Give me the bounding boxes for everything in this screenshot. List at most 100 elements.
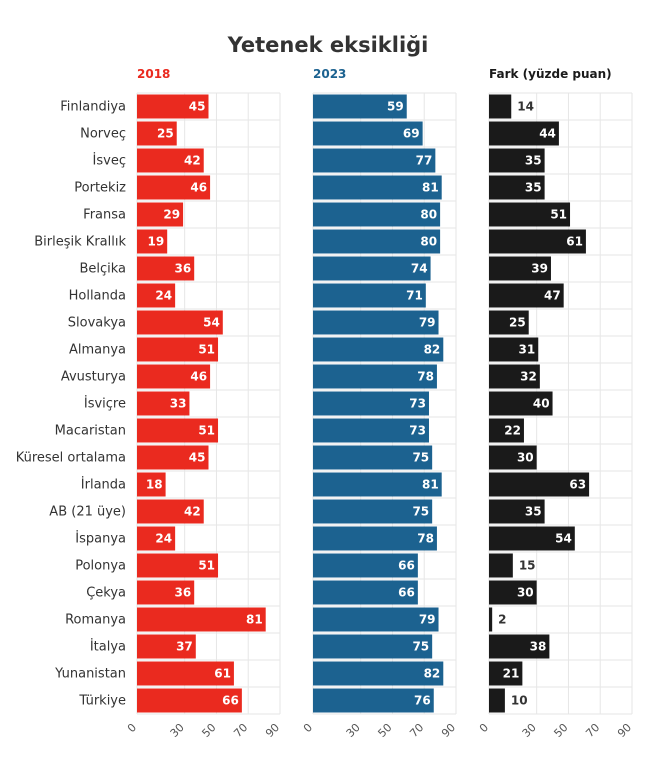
panel-3: Fark (yüzde puan) 0 30 50 70 90 14 44 35 35 51 61 39… bbox=[477, 67, 634, 740]
bar bbox=[313, 148, 436, 173]
bar bbox=[313, 418, 429, 443]
bar bbox=[489, 256, 551, 281]
category-label: Türkiye bbox=[78, 694, 126, 709]
bar bbox=[137, 202, 184, 227]
bar bbox=[137, 580, 195, 605]
bar bbox=[313, 391, 429, 416]
bar bbox=[489, 229, 586, 254]
data-label: 75 bbox=[412, 640, 429, 654]
category-label: Romanya bbox=[65, 613, 126, 628]
data-label: 29 bbox=[163, 208, 180, 222]
category-label: Norveç bbox=[80, 127, 126, 142]
data-label: 80 bbox=[420, 208, 437, 222]
x-tick-label: 30 bbox=[344, 721, 363, 740]
bar bbox=[137, 499, 204, 524]
data-label: 30 bbox=[517, 451, 534, 465]
data-label: 66 bbox=[222, 694, 239, 708]
bar bbox=[313, 229, 441, 254]
data-label: 61 bbox=[566, 235, 583, 249]
data-label: 47 bbox=[544, 289, 561, 303]
bar bbox=[137, 553, 219, 578]
category-label: Slovakya bbox=[68, 316, 126, 331]
bar bbox=[313, 472, 442, 497]
bar bbox=[489, 310, 529, 335]
bar bbox=[489, 580, 537, 605]
bar bbox=[313, 310, 439, 335]
bar bbox=[489, 391, 553, 416]
data-label: 30 bbox=[517, 586, 534, 600]
bar bbox=[489, 688, 505, 713]
chart-panels: Finlandiya Norveç İsveç Portekiz Fransa Birle… bbox=[16, 67, 634, 740]
data-label: 82 bbox=[424, 343, 441, 357]
bar bbox=[313, 445, 433, 470]
bar bbox=[489, 121, 559, 146]
data-label: 10 bbox=[511, 694, 528, 708]
bar bbox=[313, 364, 437, 389]
bar bbox=[489, 661, 523, 686]
bar bbox=[489, 526, 575, 551]
bar bbox=[313, 94, 407, 119]
x-tick-label: 50 bbox=[199, 721, 218, 740]
data-label: 59 bbox=[387, 100, 404, 114]
data-label: 54 bbox=[203, 316, 220, 330]
x-tick-label: 30 bbox=[520, 721, 539, 740]
data-label: 39 bbox=[531, 262, 548, 276]
category-label: İsveç bbox=[93, 153, 126, 169]
bar bbox=[137, 472, 166, 497]
category-label: Avusturya bbox=[61, 370, 126, 385]
data-label: 19 bbox=[147, 235, 164, 249]
bar bbox=[137, 661, 234, 686]
bar bbox=[137, 391, 190, 416]
data-label: 73 bbox=[409, 424, 426, 438]
bar bbox=[137, 634, 196, 659]
bar bbox=[313, 337, 444, 362]
bar bbox=[137, 94, 209, 119]
data-label: 51 bbox=[550, 208, 567, 222]
bar bbox=[137, 364, 211, 389]
data-label: 63 bbox=[569, 478, 586, 492]
data-label: 81 bbox=[246, 613, 263, 627]
data-label: 40 bbox=[533, 397, 550, 411]
bar bbox=[489, 148, 545, 173]
data-label: 2 bbox=[498, 613, 506, 627]
data-label: 71 bbox=[406, 289, 423, 303]
bar bbox=[313, 553, 418, 578]
x-tick-label: 50 bbox=[551, 721, 570, 740]
category-label: Finlandiya bbox=[60, 100, 126, 115]
category-label: Çekya bbox=[86, 586, 126, 601]
data-label: 25 bbox=[509, 316, 526, 330]
bar bbox=[489, 175, 545, 200]
data-label: 54 bbox=[555, 532, 572, 546]
bar bbox=[313, 634, 433, 659]
category-label: Portekiz bbox=[74, 181, 126, 196]
category-label: AB (21 üye) bbox=[49, 505, 126, 520]
data-label: 24 bbox=[155, 289, 172, 303]
category-label: Yunanistan bbox=[54, 667, 126, 682]
data-label: 24 bbox=[155, 532, 172, 546]
data-label: 42 bbox=[184, 505, 201, 519]
data-label: 15 bbox=[519, 559, 536, 573]
bar bbox=[489, 202, 571, 227]
bar bbox=[489, 472, 590, 497]
data-label: 35 bbox=[525, 505, 542, 519]
category-label: Polonya bbox=[75, 559, 126, 574]
x-tick-label: 70 bbox=[583, 721, 602, 740]
data-label: 37 bbox=[176, 640, 193, 654]
data-label: 66 bbox=[398, 586, 415, 600]
data-label: 32 bbox=[520, 370, 537, 384]
bar bbox=[489, 364, 540, 389]
data-label: 75 bbox=[412, 451, 429, 465]
bar bbox=[137, 337, 219, 362]
x-tick-label: 30 bbox=[168, 721, 187, 740]
x-tick-label: 0 bbox=[477, 721, 491, 735]
panel-title: Fark (yüzde puan) bbox=[489, 67, 612, 81]
data-label: 46 bbox=[190, 370, 207, 384]
data-label: 44 bbox=[539, 127, 556, 141]
data-label: 78 bbox=[417, 532, 434, 546]
data-label: 75 bbox=[412, 505, 429, 519]
data-label: 46 bbox=[190, 181, 207, 195]
data-label: 36 bbox=[174, 586, 191, 600]
category-label: Birleşik Krallık bbox=[34, 235, 126, 250]
bar bbox=[137, 283, 176, 308]
